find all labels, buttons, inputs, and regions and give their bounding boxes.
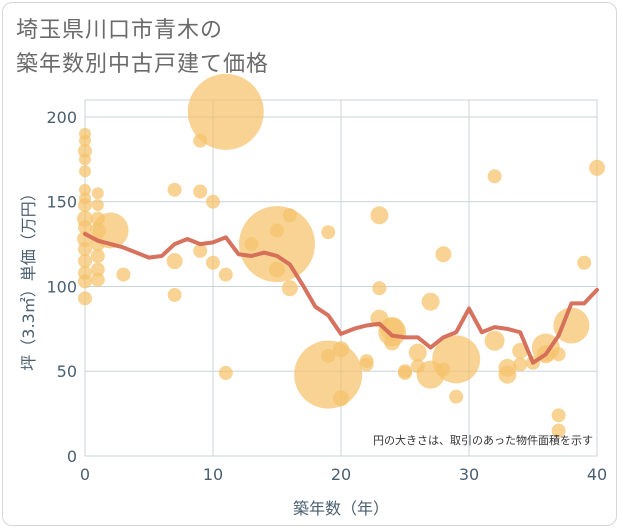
data-bubble: [294, 340, 363, 409]
y-tick-label: 200: [46, 108, 77, 127]
data-bubble: [282, 208, 297, 223]
data-bubble: [239, 206, 315, 283]
chart-title-line2: 築年数別中古戸建て価格: [16, 52, 270, 77]
data-bubble: [398, 365, 412, 380]
data-bubble: [90, 272, 105, 287]
x-axis-label: 築年数（年）: [293, 499, 389, 518]
average-price-line: [83, 231, 599, 365]
data-bubble: [206, 255, 220, 270]
data-bubble: [78, 254, 92, 269]
data-bubble: [269, 261, 285, 278]
data-bubble: [187, 73, 264, 150]
x-tick-label: 30: [459, 465, 479, 484]
y-tick-label: 150: [46, 193, 77, 212]
data-bubble: [551, 408, 566, 423]
data-bubble: [79, 183, 91, 196]
data-bubble: [577, 255, 592, 270]
data-bubble: [193, 184, 208, 199]
chart-title: 埼玉県川口市青木の 築年数別中古戸建て価格: [16, 14, 269, 82]
data-bubble: [513, 357, 528, 372]
size-annotation: 円の大きさは、取引のあった物件面積を示す: [373, 433, 593, 447]
data-bubble: [90, 248, 105, 263]
y-tick-label: 50: [57, 362, 77, 381]
x-tick-label: 40: [587, 465, 607, 484]
y-tick-label: 100: [46, 277, 77, 296]
data-bubble: [432, 335, 481, 384]
data-bubble: [92, 212, 129, 249]
data-bubble: [167, 287, 182, 302]
data-bubble: [218, 365, 233, 380]
data-bubble: [359, 357, 374, 372]
data-bubble: [384, 334, 401, 351]
data-bubble: [218, 267, 233, 282]
data-bubble: [449, 389, 464, 404]
data-bubble: [78, 274, 92, 289]
data-bubble: [370, 206, 389, 225]
data-bubble: [78, 143, 92, 158]
data-bubble: [166, 253, 183, 270]
data-bubble: [78, 291, 92, 306]
y-axis-label: 坪（3.3㎡）単価（万円）: [19, 185, 38, 370]
data-bubble: [91, 187, 104, 200]
data-bubble: [270, 223, 284, 238]
data-bubble: [498, 365, 517, 384]
data-bubble: [78, 198, 92, 213]
x-tick-label: 10: [203, 465, 223, 484]
data-bubble: [79, 134, 91, 147]
data-bubble: [78, 220, 92, 235]
chart-title-line1: 埼玉県川口市青木の: [16, 18, 224, 43]
y-tick-label: 0: [67, 447, 77, 466]
data-bubble: [333, 341, 349, 358]
data-bubble: [551, 347, 566, 362]
data-bubble: [116, 267, 131, 282]
data-bubble: [553, 307, 590, 344]
data-bubble: [408, 343, 427, 362]
x-tick-label: 0: [80, 465, 90, 484]
data-bubble: [421, 292, 440, 311]
data-bubble: [78, 242, 92, 257]
data-bubble: [79, 165, 91, 178]
data-bubble: [79, 153, 91, 166]
data-bubble: [435, 246, 452, 263]
data-bubble: [167, 182, 182, 197]
data-bubble: [372, 281, 387, 296]
chart-card: [2, 2, 617, 526]
data-bubble: [91, 199, 104, 212]
data-bubble: [321, 225, 336, 240]
data-bubble: [281, 280, 298, 297]
data-bubble: [589, 159, 605, 176]
data-bubble: [193, 243, 208, 258]
data-bubble: [333, 390, 349, 407]
x-tick-label: 20: [331, 465, 351, 484]
data-bubble: [206, 194, 220, 209]
data-bubble: [487, 169, 502, 184]
data-bubble: [484, 330, 505, 351]
data-bubble: [90, 262, 105, 277]
data-bubble: [551, 423, 566, 438]
